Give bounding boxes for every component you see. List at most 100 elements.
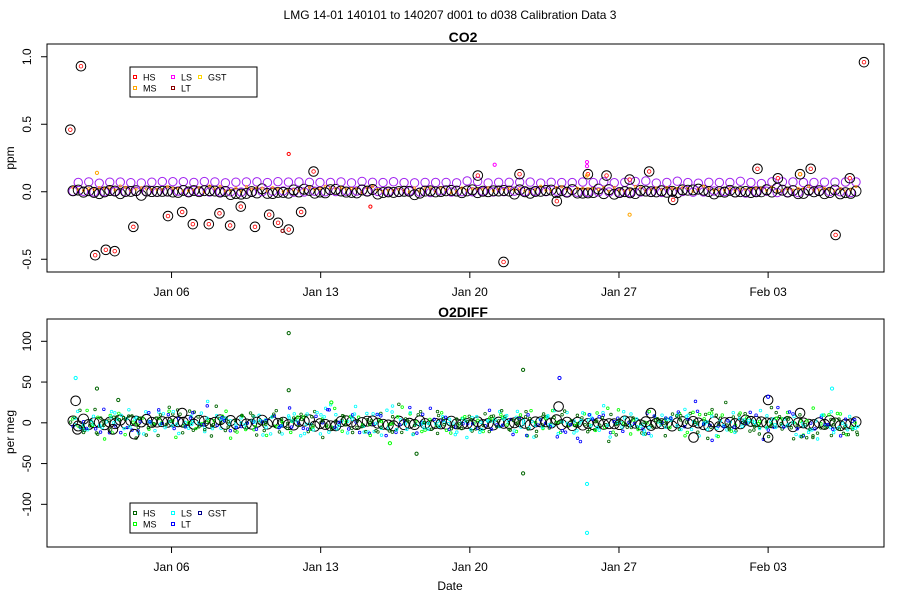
co2-outlier-circle: [128, 221, 139, 233]
o2diff-baseline-point: [641, 432, 646, 437]
o2diff-baseline-point: [575, 436, 580, 441]
o2diff-baseline-point: [394, 427, 399, 432]
o2diff-baseline-point: [505, 423, 509, 427]
o2diff-baseline-point: [676, 410, 681, 414]
co2-baseline-point: [854, 185, 858, 189]
o2diff-baseline-point: [240, 413, 244, 418]
o2diff-legend-marker: [133, 511, 137, 515]
co2-baseline-marker: [441, 177, 451, 188]
o2diff-baseline-point: [586, 418, 591, 422]
o2diff-legend-label: HS: [143, 509, 156, 519]
o2diff-baseline-point: [142, 432, 146, 436]
o2diff-panel-title: O2DIFF: [438, 304, 488, 320]
o2diff-baseline-point: [479, 420, 483, 425]
o2diff-baseline-point: [436, 413, 441, 418]
o2diff-baseline-point: [421, 412, 425, 417]
co2-baseline-point: [250, 187, 254, 191]
o2diff-baseline-point: [361, 424, 366, 428]
o2diff-baseline-point: [804, 436, 809, 440]
o2diff-baseline-point: [82, 428, 87, 433]
o2diff-baseline-point: [720, 413, 725, 417]
o2diff-legend-label: MS: [143, 520, 157, 530]
o2diff-point-ls: [584, 530, 590, 535]
o2diff-baseline-point: [264, 433, 269, 438]
o2diff-point-lt: [766, 394, 771, 399]
o2diff-baseline-point: [845, 428, 850, 432]
o2diff-baseline-circle: [635, 419, 646, 431]
co2-baseline-circle: [540, 185, 552, 196]
co2-baseline-marker: [94, 178, 104, 188]
o2diff-baseline-point: [696, 430, 700, 434]
o2diff-x-tick-label: Jan 27: [601, 560, 637, 574]
o2diff-baseline-point: [117, 411, 121, 416]
o2diff-baseline-circle: [172, 416, 184, 428]
co2-baseline-circle: [319, 187, 331, 199]
o2diff-baseline-circle: [335, 416, 347, 427]
o2diff-baseline-point: [545, 415, 550, 419]
co2-outlier-center: [501, 259, 506, 265]
o2diff-baseline-point: [107, 431, 112, 435]
o2diff-baseline-point: [321, 435, 325, 440]
o2diff-baseline-point: [345, 431, 350, 435]
o2diff-baseline-point: [76, 409, 80, 414]
o2diff-baseline-point: [379, 419, 384, 424]
co2-baseline-point: [113, 188, 117, 192]
co2-baseline-circle: [740, 185, 752, 197]
co2-baseline-marker: [115, 177, 125, 187]
o2diff-outlier-circle: [70, 395, 81, 407]
o2diff-baseline-point: [299, 412, 303, 417]
co2-baseline-circle: [440, 185, 452, 197]
co2-baseline-circle: [624, 187, 636, 199]
co2-baseline-point: [581, 186, 585, 190]
o2diff-baseline-point: [123, 432, 127, 437]
o2diff-baseline-point: [753, 424, 757, 429]
co2-baseline-circle: [183, 186, 195, 198]
o2diff-baseline-point: [754, 413, 758, 417]
o2diff-baseline-point: [98, 416, 103, 420]
co2-baseline-circle: [692, 183, 704, 195]
o2diff-baseline-point: [743, 420, 748, 424]
o2diff-baseline-point: [350, 430, 355, 435]
o2diff-baseline-point: [357, 430, 362, 435]
o2diff-baseline-point: [197, 421, 201, 425]
o2diff-baseline-point: [769, 405, 774, 410]
o2diff-baseline-point: [453, 432, 457, 437]
o2diff-baseline-point: [831, 427, 835, 431]
o2diff-baseline-point: [757, 432, 762, 436]
co2-baseline-point: [628, 188, 632, 192]
o2diff-baseline-point: [254, 427, 259, 431]
co2-outlier-circle: [162, 210, 174, 222]
co2-outlier-center: [627, 177, 632, 182]
o2diff-baseline-point: [811, 406, 815, 410]
co2-outlier-circle: [187, 218, 199, 230]
o2diff-baseline-point: [362, 430, 366, 434]
o2diff-baseline-point: [327, 408, 331, 412]
co2-baseline-marker: [693, 178, 704, 188]
co2-baseline-marker: [183, 187, 194, 197]
o2diff-baseline-point: [757, 426, 762, 431]
o2diff-baseline-point: [340, 429, 344, 433]
o2diff-baseline-point: [408, 410, 413, 415]
co2-baseline-circle: [656, 185, 668, 197]
co2-baseline-marker: [273, 176, 283, 187]
o2diff-baseline-point: [449, 427, 454, 431]
o2diff-baseline-point: [487, 408, 492, 412]
o2diff-baseline-point: [776, 405, 780, 410]
o2diff-baseline-circle: [167, 415, 179, 427]
figure-title: LMG 14-01 140101 to 140207 d001 to d038 …: [284, 8, 617, 22]
co2-baseline-point: [234, 186, 238, 190]
o2diff-baseline-point: [416, 413, 420, 417]
o2diff-baseline-circle: [755, 416, 767, 428]
co2-baseline-circle: [335, 185, 347, 197]
o2diff-baseline-point: [595, 411, 599, 415]
co2-baseline-circle: [635, 184, 646, 196]
o2diff-baseline-point: [785, 410, 790, 415]
co2-baseline-circle: [719, 186, 731, 198]
co2-x-tick-label: Feb 03: [749, 285, 787, 299]
o2diff-baseline-point: [464, 419, 468, 423]
o2diff-baseline-point: [475, 414, 479, 419]
o2diff-baseline-point: [188, 416, 193, 420]
o2diff-baseline-point: [469, 428, 473, 432]
o2diff-baseline-point: [501, 417, 506, 421]
co2-point-ls: [492, 162, 497, 167]
